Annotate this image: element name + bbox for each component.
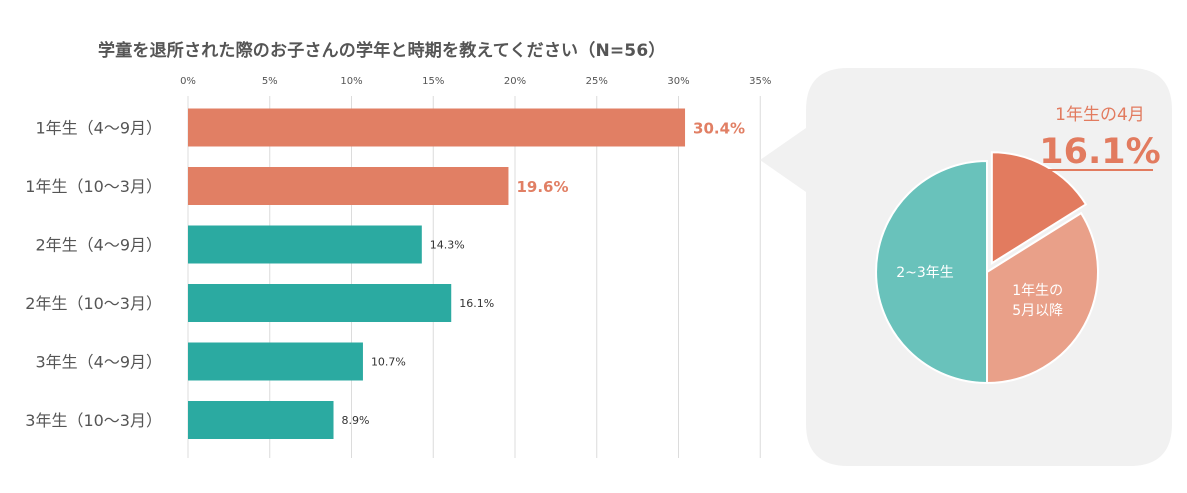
data-label: 10.7% (371, 356, 406, 369)
x-tick-label: 20% (504, 76, 526, 87)
category-label: 3年生（4〜9月） (35, 353, 162, 372)
data-label: 16.1% (459, 297, 494, 310)
x-tick-label: 15% (422, 76, 444, 87)
bar (188, 225, 422, 264)
category-label: 3年生（10〜3月） (25, 411, 162, 430)
data-label: 8.9% (342, 414, 370, 427)
x-tick-label: 0% (180, 76, 196, 87)
bar (188, 401, 334, 439)
data-label: 30.4% (693, 120, 745, 138)
x-tick-label: 35% (749, 76, 771, 87)
data-label: 14.3% (430, 239, 465, 252)
pie-slice-label: 2~3年生 (896, 265, 954, 281)
callout-value: 16.1% (1039, 132, 1160, 172)
data-label: 19.6% (516, 178, 568, 196)
bar (188, 108, 686, 147)
pie-slice-label: 1年生の 5月以降 (1012, 283, 1063, 319)
x-tick-label: 5% (262, 76, 278, 87)
x-tick-label: 30% (667, 76, 689, 87)
pie-slice (990, 151, 1088, 266)
callout-label: 1年生の4月 (1055, 105, 1145, 125)
bar (188, 167, 509, 205)
category-label: 1年生（4〜9月） (35, 119, 162, 138)
bar (188, 342, 363, 381)
chart-title: 学童を退所された際のお子さんの学年と時期を教えてください（N=56） (98, 41, 666, 61)
pie-slice (986, 211, 1099, 385)
pie-slice (875, 159, 988, 385)
category-label: 2年生（10〜3月） (25, 294, 162, 313)
x-tick-label: 25% (586, 76, 608, 87)
category-label: 1年生（10〜3月） (25, 177, 162, 196)
bar (188, 284, 452, 322)
x-tick-label: 10% (340, 76, 362, 87)
category-label: 2年生（4〜9月） (35, 236, 162, 255)
